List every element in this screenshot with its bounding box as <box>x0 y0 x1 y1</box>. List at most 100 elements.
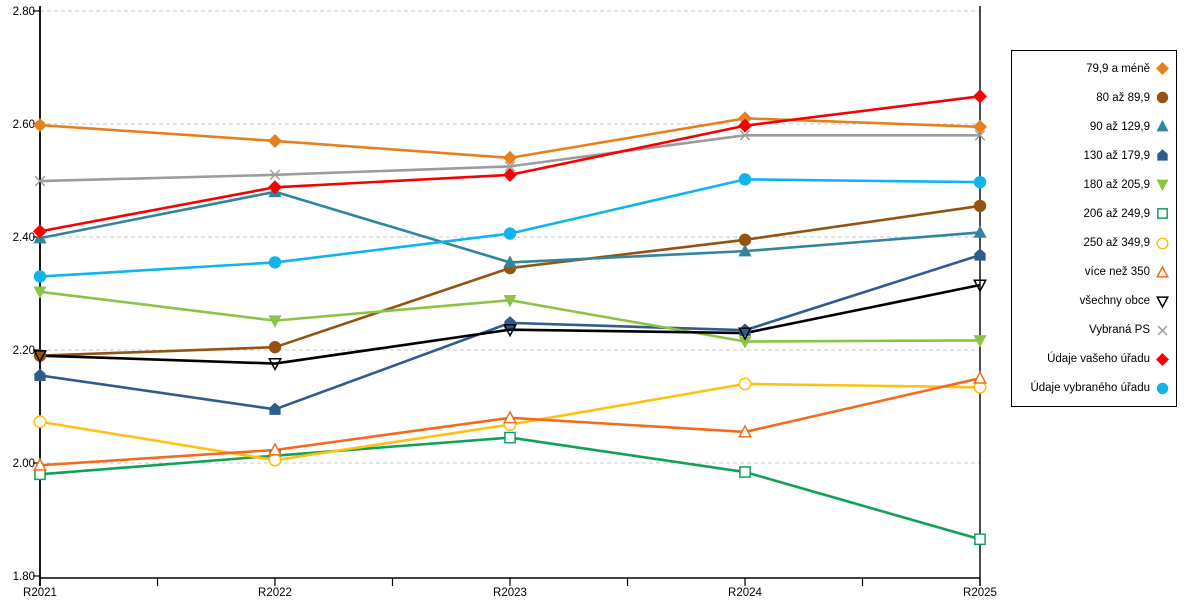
diamond-marker-icon <box>32 118 48 133</box>
series-line <box>39 436 981 541</box>
legend-marker <box>1156 120 1169 132</box>
circle-marker-icon <box>268 340 282 354</box>
x-marker-icon <box>974 130 986 141</box>
legend-item-label: Vybraná PS <box>1089 324 1150 337</box>
triangle-down-marker-icon <box>1156 179 1169 192</box>
diamond-marker-icon <box>502 167 518 182</box>
triangle-down-marker-icon <box>973 279 987 293</box>
circle-marker-icon <box>503 227 517 240</box>
series-markers <box>33 377 987 467</box>
legend-item-label: 180 až 205,9 <box>1083 178 1150 191</box>
legend-marker <box>1157 325 1168 336</box>
circle-marker-icon <box>1156 237 1169 249</box>
diamond-marker-icon <box>972 89 988 104</box>
legend-item-label: Údaje vybraného úřadu <box>1030 382 1150 395</box>
x-marker-icon <box>269 169 281 181</box>
triangle-down-marker-icon <box>1156 296 1169 309</box>
triangle-up-marker-icon <box>973 370 987 384</box>
triangle-down-marker-icon <box>268 315 282 328</box>
diamond-marker-icon <box>737 118 753 133</box>
legend-item: 250 až 349,9 <box>1012 236 1176 251</box>
legend-item-label: Údaje vašeho úřadu <box>1047 353 1150 366</box>
series-markers <box>32 111 988 165</box>
legend-item-label: 79,9 a méně <box>1086 62 1150 75</box>
y-tick-label: 2.40 <box>13 232 35 244</box>
x-tick-label: R2022 <box>258 587 292 599</box>
diamond-marker-icon <box>32 224 48 239</box>
circle-marker-icon <box>268 453 282 467</box>
y-tick-label: 1.80 <box>13 571 35 583</box>
series-markers <box>34 130 986 187</box>
legend-item-label: všechny obce <box>1079 295 1150 308</box>
triangle-up-marker-icon <box>738 244 752 257</box>
triangle-up-marker-icon <box>503 410 517 424</box>
x-marker-icon <box>739 130 751 141</box>
pentagon-marker-icon <box>504 316 516 329</box>
square-marker-icon <box>974 533 986 546</box>
triangle-up-marker-icon <box>738 424 752 438</box>
legend-item: 80 až 89,9 <box>1012 90 1176 105</box>
circle-marker-icon <box>1156 382 1169 395</box>
pentagon-marker-icon <box>1157 149 1168 161</box>
circle-marker-icon <box>738 233 752 247</box>
diamond-marker-icon <box>972 119 988 134</box>
triangle-down-marker-icon <box>268 358 282 372</box>
diamond-marker-icon <box>267 133 283 148</box>
diamond-marker-icon <box>1156 352 1169 366</box>
legend-marker <box>1156 179 1169 192</box>
legend-item: 180 až 205,9 <box>1012 177 1176 192</box>
series-markers <box>33 173 987 283</box>
triangle-up-marker-icon <box>503 255 517 268</box>
square-marker-icon <box>739 466 751 478</box>
y-tick-label: 2.60 <box>13 119 35 131</box>
square-marker-icon <box>504 431 516 444</box>
legend-item: více než 350 <box>1012 264 1176 280</box>
y-tick-label: 2.20 <box>13 345 35 357</box>
triangle-up-marker-icon <box>33 457 47 471</box>
legend-item: 90 až 129,9 <box>1012 119 1176 134</box>
triangle-up-marker-icon <box>1156 120 1169 132</box>
legend-item-label: 250 až 349,9 <box>1083 237 1150 249</box>
triangle-up-marker-icon <box>973 225 987 238</box>
circle-marker-icon <box>738 173 752 186</box>
legend-item-label: 90 až 129,9 <box>1089 120 1150 133</box>
chart-legend: 79,9 a méně 80 až 89,9 90 až 129,9 130 až 1… <box>1011 50 1177 407</box>
legend-marker <box>1157 208 1168 220</box>
x-tick-label: R2025 <box>963 587 997 599</box>
legend-item-label: 130 až 179,9 <box>1083 149 1150 162</box>
triangle-down-marker-icon <box>503 324 517 338</box>
pentagon-marker-icon <box>34 368 46 382</box>
triangle-down-marker-icon <box>973 335 987 348</box>
series-markers <box>32 89 988 239</box>
legend-marker <box>1156 62 1169 76</box>
series-line <box>39 283 981 365</box>
circle-marker-icon <box>973 175 987 189</box>
diamond-marker-icon <box>1156 62 1169 76</box>
series-markers <box>33 370 987 471</box>
pentagon-marker-icon <box>269 402 281 415</box>
triangle-up-marker-icon <box>268 442 282 456</box>
series-markers <box>34 431 986 546</box>
x-tick-label: R2023 <box>493 587 527 599</box>
circle-marker-icon <box>33 415 47 429</box>
legend-item: 206 až 249,9 <box>1012 206 1176 221</box>
triangle-down-marker-icon <box>33 350 47 364</box>
legend-item-label: 206 až 249,9 <box>1083 207 1150 220</box>
triangle-down-marker-icon <box>503 294 517 308</box>
legend-marker <box>1156 352 1169 366</box>
triangle-up-marker-icon <box>1156 264 1169 278</box>
legend-item: všechny obce <box>1012 294 1176 309</box>
series-markers <box>33 279 987 372</box>
diamond-marker-icon <box>502 150 518 165</box>
legend-item: Údaje vybraného úřadu <box>1012 381 1176 396</box>
x-marker-icon <box>1157 325 1168 336</box>
triangle-down-marker-icon <box>33 286 47 299</box>
square-marker-icon <box>1157 208 1168 220</box>
legend-item: Údaje vašeho úřadu <box>1012 352 1176 367</box>
legend-item: 130 až 179,9 <box>1012 148 1176 163</box>
circle-marker-icon <box>33 270 47 283</box>
circle-marker-icon <box>268 256 282 269</box>
legend-item-label: více než 350 <box>1084 266 1150 279</box>
x-marker-icon <box>504 161 516 172</box>
